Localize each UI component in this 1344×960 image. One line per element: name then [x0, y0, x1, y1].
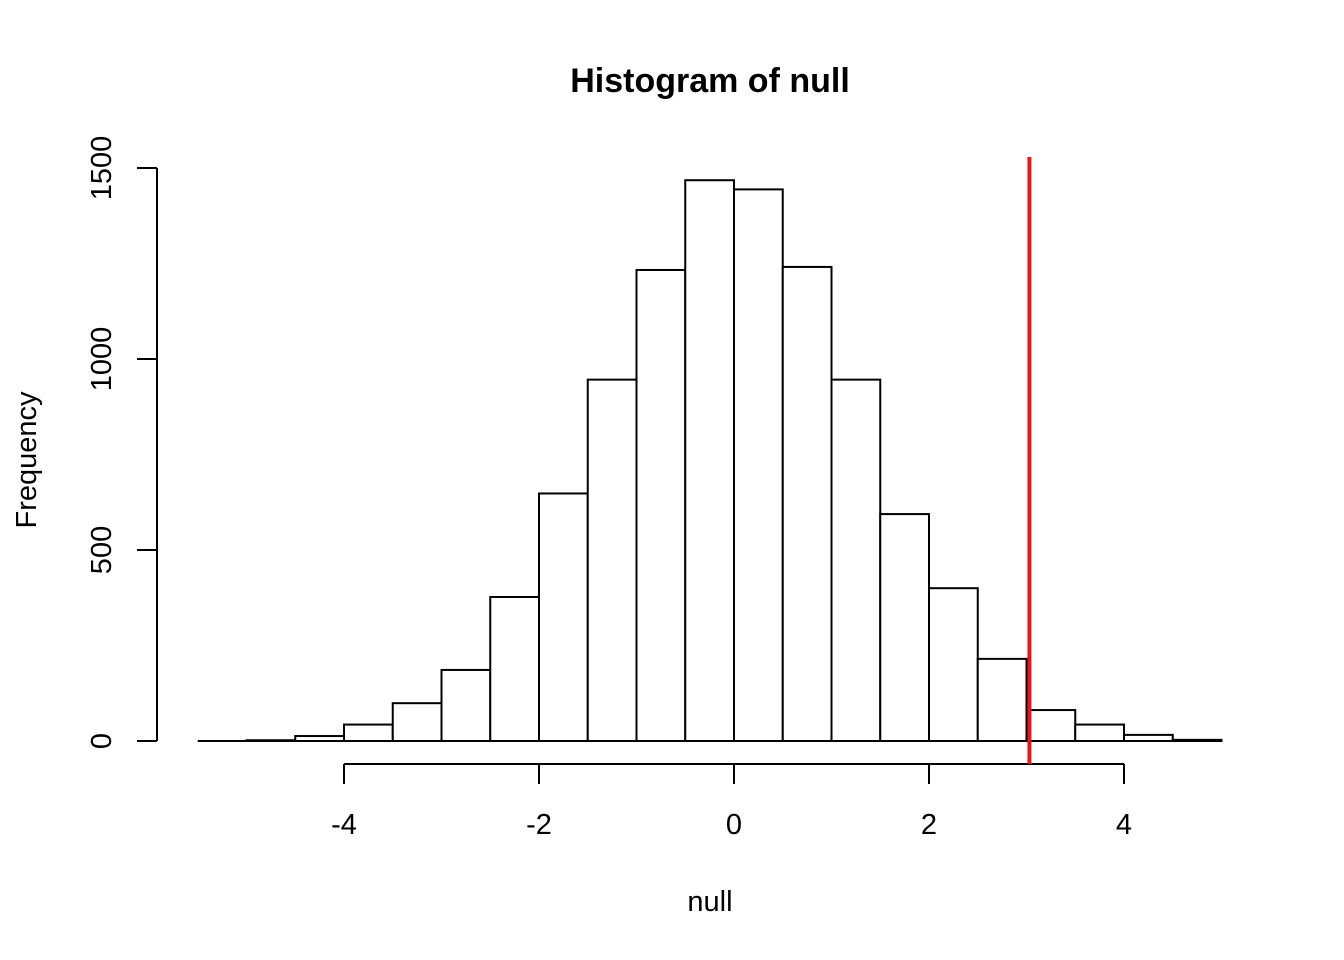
histogram-bar — [830, 378, 882, 742]
histogram-bar — [294, 735, 345, 742]
histogram-bar — [635, 268, 687, 742]
histogram-bar — [343, 723, 394, 742]
histogram-bar — [879, 513, 930, 742]
histogram-bar — [440, 668, 492, 742]
x-tick-label: 0 — [726, 809, 742, 841]
histogram-bar — [538, 492, 589, 742]
histogram-bar — [1025, 709, 1077, 742]
histogram-bar — [1123, 733, 1174, 743]
x-tick-label: 4 — [1116, 809, 1132, 841]
x-tick-label: -4 — [331, 809, 357, 841]
histogram-bar — [1074, 723, 1125, 742]
y-tick-label: 1000 — [86, 327, 118, 392]
y-tick-label: 1500 — [86, 136, 118, 201]
histogram-bar — [489, 595, 540, 743]
x-tick-label: 2 — [921, 809, 937, 841]
y-tick-label: 500 — [86, 526, 118, 574]
y-axis: 0 500 1000 1500 — [86, 136, 158, 749]
histogram-bars — [197, 179, 1223, 743]
histogram-bar — [391, 702, 443, 743]
histogram-bar — [245, 739, 297, 743]
y-tick-label: 0 — [86, 733, 118, 749]
histogram-bar — [586, 378, 638, 742]
histogram-bar — [733, 188, 784, 742]
y-axis-label: Frequency — [11, 391, 43, 529]
chart-title: Histogram of null — [570, 62, 850, 100]
histogram-bar — [684, 179, 735, 742]
histogram-bar — [1171, 738, 1223, 743]
x-axis-label: null — [687, 886, 732, 918]
histogram-bar — [928, 587, 979, 743]
x-tick-label: -2 — [526, 809, 552, 841]
x-axis: -4 -2 0 2 4 — [331, 763, 1132, 841]
histogram-bar — [781, 265, 833, 742]
histogram-bar — [976, 657, 1028, 742]
